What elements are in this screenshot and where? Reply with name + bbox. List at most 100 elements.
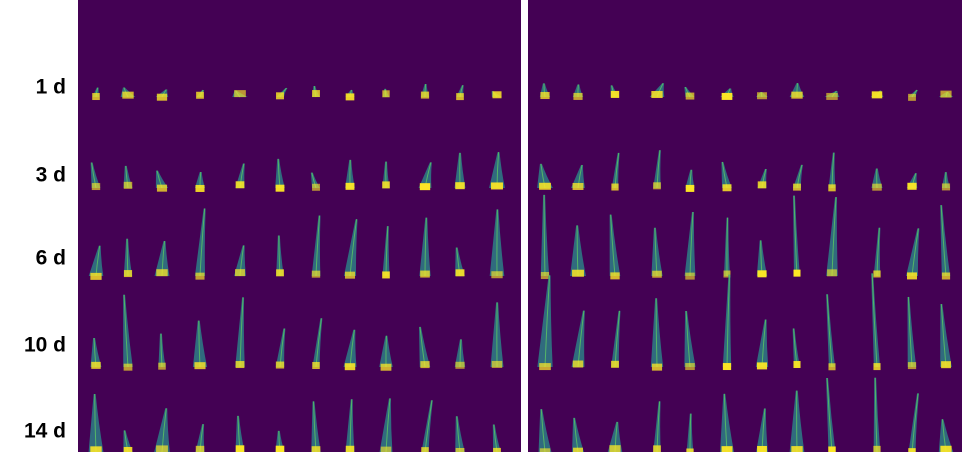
seedling-base [124, 182, 132, 189]
seedling-base [651, 91, 662, 98]
seedling-base [420, 183, 430, 190]
seedling-base [941, 361, 951, 368]
seedling-base [157, 185, 167, 192]
seedling-base [540, 448, 550, 452]
seedling-base [573, 93, 582, 100]
seedling-base [491, 182, 503, 189]
seedling-base [611, 184, 618, 191]
seedling-base [791, 92, 802, 99]
seedling-base [194, 362, 205, 369]
seedling-base [610, 272, 619, 279]
seedling-base [124, 447, 133, 452]
left-panel [78, 0, 521, 452]
seedling-base [907, 272, 917, 279]
seedling-base [685, 363, 695, 370]
seedling-base [653, 445, 661, 452]
seedling-base [236, 445, 245, 452]
seedling-base [791, 446, 802, 452]
seedling-base [723, 184, 732, 191]
seedling-base [196, 92, 204, 99]
seedling-base [346, 183, 355, 190]
seedling-base [345, 363, 355, 370]
seedling-highlight [727, 218, 728, 276]
seedling-base [156, 445, 168, 452]
seedling-base [757, 92, 767, 99]
seedling-base [539, 183, 551, 190]
seedling-base [276, 92, 284, 99]
seedling-base [793, 270, 800, 277]
seedling-base [539, 363, 551, 370]
seedling-base [90, 273, 101, 280]
seedling-base [420, 271, 430, 278]
seedling-base [940, 446, 951, 452]
seedling-base [757, 270, 766, 277]
seedling-base [196, 446, 204, 452]
row-label: 10 d [24, 334, 66, 357]
row-label: 6 d [36, 247, 66, 270]
seedling-base [234, 90, 246, 97]
seedling-base [573, 448, 583, 452]
right-panel [528, 0, 962, 452]
seedling-base [493, 448, 501, 452]
seedling-base [942, 183, 950, 190]
seedling-base [276, 446, 285, 452]
seedling-base [382, 271, 390, 278]
seedling-base [346, 446, 354, 452]
row-label: 3 d [36, 164, 66, 187]
seedling-base [491, 271, 502, 278]
seedling-base [124, 364, 133, 371]
seedling-base [235, 269, 245, 276]
seedling-base [276, 269, 284, 276]
seedling-base [381, 447, 391, 452]
seedling-base [908, 448, 915, 452]
seedling-base [92, 93, 100, 100]
seedling-base [942, 273, 950, 280]
seedling-base [611, 361, 619, 368]
seedling-base [686, 93, 695, 100]
seedling-base [456, 448, 465, 452]
seedling-base [156, 269, 167, 276]
seedling-base [827, 269, 837, 276]
seedling-base [195, 273, 204, 280]
seedling-base [652, 364, 662, 371]
seedling-base [540, 92, 549, 99]
seedling-base [872, 184, 882, 191]
seedling-base [92, 183, 100, 190]
figure: 1 d 3 d 6 d 10 d 14 d [0, 0, 962, 452]
seedling-base [758, 181, 767, 188]
seedling-base [757, 362, 767, 369]
seedling-base [685, 273, 694, 280]
seedling-base [611, 91, 619, 98]
seedling-base [908, 94, 916, 101]
seedling-base [873, 270, 880, 277]
seedling-base [492, 91, 501, 98]
seedling-base [421, 92, 429, 99]
seedling-base [455, 182, 464, 189]
seedling-base [236, 181, 245, 188]
seedling-base [686, 185, 695, 192]
seedling-base [124, 270, 132, 277]
row-label: 14 d [24, 420, 66, 443]
seedling-base [492, 361, 503, 368]
seedling-base [757, 446, 767, 452]
seedling-base [122, 92, 133, 99]
seedling-base [456, 269, 465, 276]
seedling-base [312, 446, 321, 452]
seedling-base [456, 93, 464, 100]
seedling-base [312, 184, 320, 191]
seedling-base [573, 183, 584, 190]
seedling-base [420, 361, 429, 368]
seedling-base [828, 363, 835, 370]
seedling-base [382, 90, 389, 97]
seedling-base [276, 185, 285, 192]
seedling-base [686, 449, 693, 452]
seedling-base [455, 362, 464, 369]
seedling-base [312, 90, 320, 97]
seedling-base [793, 184, 801, 191]
seedling-base [828, 446, 835, 452]
seedling-base [345, 272, 355, 279]
seedling-base [940, 91, 951, 98]
seedling-base [722, 446, 733, 452]
seedling-base [421, 447, 429, 452]
seedling-base [907, 183, 916, 190]
